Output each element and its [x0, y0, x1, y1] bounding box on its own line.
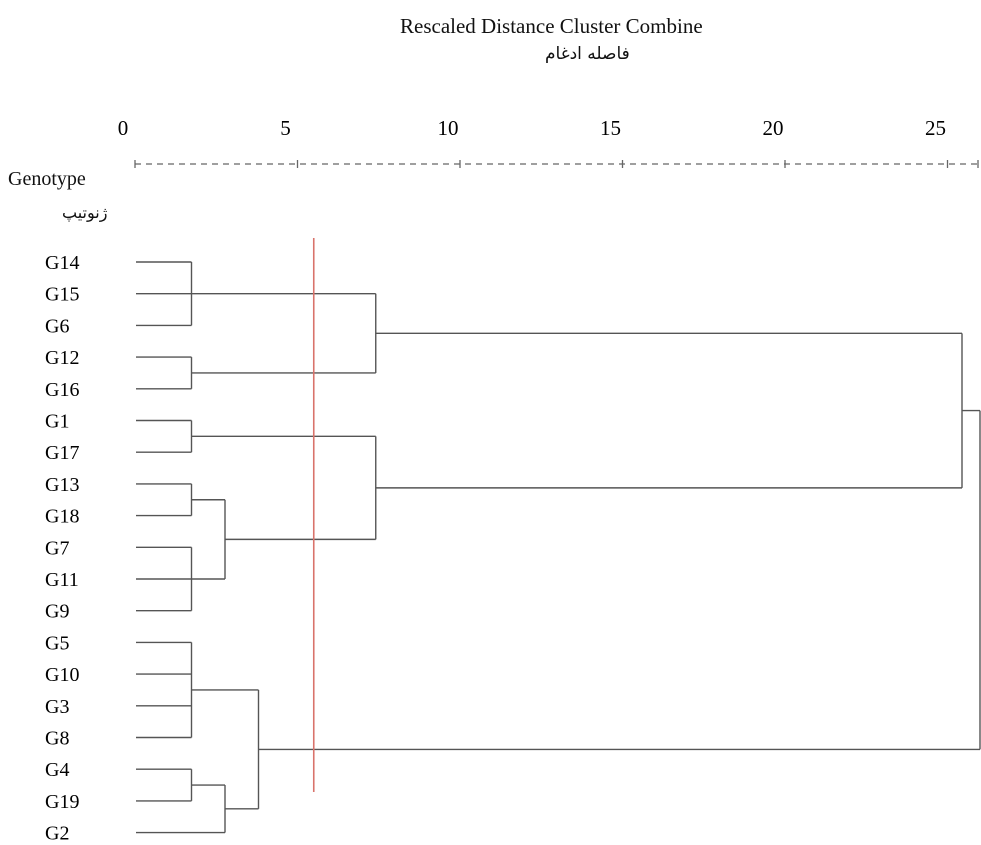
leaf-label: G10 [45, 664, 79, 686]
leaf-label: G1 [45, 411, 69, 433]
leaf-label: G17 [45, 442, 79, 464]
leaf-label: G2 [45, 823, 69, 845]
leaf-label: G11 [45, 569, 79, 591]
leaf-label: G13 [45, 474, 79, 496]
leaf-label: G6 [45, 315, 69, 337]
leaf-label: G8 [45, 728, 69, 750]
x-tick-label: 20 [763, 116, 784, 140]
leaf-label: G12 [45, 347, 79, 369]
leaf-label: G4 [45, 759, 69, 781]
y-axis-sublabel: ژنوتیپ [62, 203, 108, 222]
leaf-label: G14 [45, 252, 79, 274]
leaf-label: G18 [45, 506, 79, 528]
x-tick-label: 5 [280, 116, 291, 140]
leaf-label: G9 [45, 601, 69, 623]
chart-subtitle: فاصله ادغام [545, 44, 630, 64]
leaf-label: G7 [45, 537, 69, 559]
chart-title: Rescaled Distance Cluster Combine [400, 14, 703, 38]
leaf-label: G3 [45, 696, 69, 718]
y-axis-label: Genotype [8, 168, 86, 190]
x-tick-label: 10 [438, 116, 459, 140]
leaf-label: G15 [45, 284, 79, 306]
x-tick-label: 15 [600, 116, 621, 140]
leaf-label: G19 [45, 791, 79, 813]
leaf-label: G5 [45, 632, 69, 654]
x-tick-label: 0 [118, 116, 129, 140]
x-tick-label: 25 [925, 116, 946, 140]
leaf-label: G16 [45, 379, 79, 401]
